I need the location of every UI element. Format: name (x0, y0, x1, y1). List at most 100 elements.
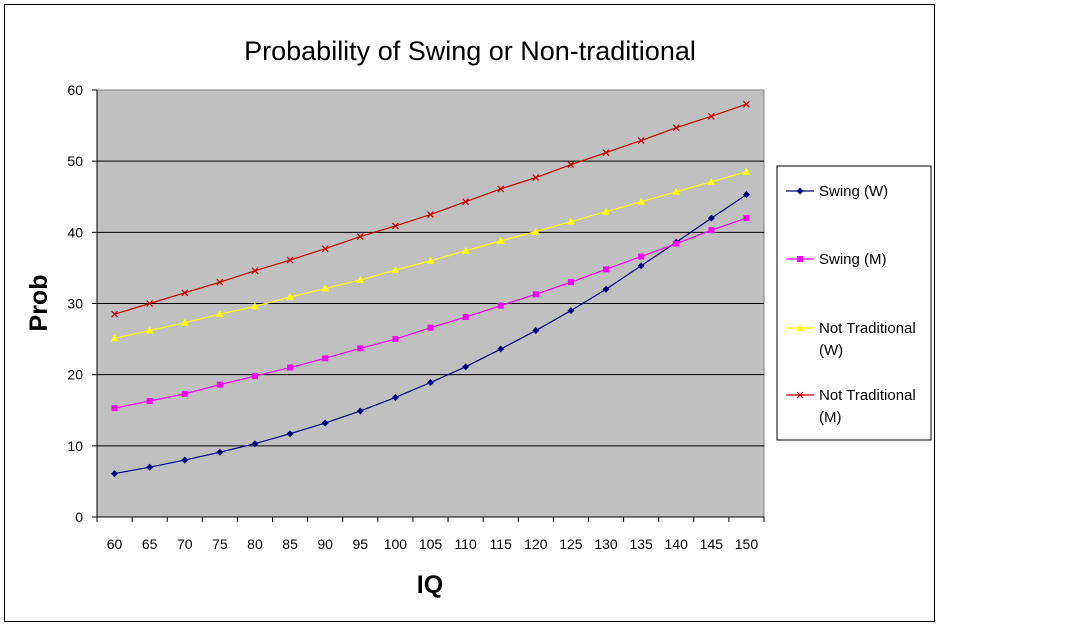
data-point (707, 177, 716, 185)
data-point (426, 256, 435, 264)
data-point (532, 174, 540, 181)
data-point (743, 100, 750, 108)
series-lines (110, 100, 751, 478)
legend-label: Swing (M) (819, 251, 887, 268)
data-point (602, 285, 610, 293)
x-tick-label: 115 (490, 536, 513, 552)
x-tick-label: 135 (629, 536, 653, 552)
legend-label: Swing (W) (819, 183, 888, 200)
data-point (497, 345, 505, 353)
data-point (180, 318, 189, 326)
x-tick-label: 70 (177, 536, 193, 552)
data-point (567, 161, 575, 169)
data-point (672, 124, 680, 132)
y-tick-labels: 0 10 20 30 40 50 60 (67, 82, 83, 525)
data-point (111, 405, 118, 412)
data-point (637, 197, 646, 205)
data-point (532, 291, 539, 298)
data-point (638, 253, 645, 260)
x-tick-label: 80 (247, 536, 263, 552)
data-point (566, 217, 575, 225)
data-point (707, 112, 715, 120)
data-point (251, 267, 259, 275)
data-point (111, 310, 118, 318)
data-point (567, 279, 574, 286)
data-point (427, 324, 434, 331)
data-point (321, 245, 329, 253)
data-point (251, 373, 258, 380)
data-point (215, 310, 224, 318)
data-point (637, 137, 645, 144)
data-point (743, 215, 750, 222)
data-point (216, 381, 223, 388)
x-tick-label: 60 (107, 536, 123, 552)
data-point (602, 207, 611, 215)
data-point (427, 211, 434, 218)
data-point (322, 355, 329, 362)
data-point (286, 256, 294, 264)
x-tick-label: 95 (353, 536, 369, 552)
legend-swatch-marker (796, 187, 804, 195)
series-1 (111, 215, 750, 412)
data-point (356, 407, 364, 415)
x-tick-label: 125 (559, 536, 583, 552)
data-point (742, 191, 750, 199)
data-point (461, 246, 470, 254)
data-point (391, 393, 399, 401)
data-point (181, 456, 189, 464)
x-tick-labels: 60 65 70 75 80 85 90 95 100 105 110 115 120 125 130 135… (107, 536, 759, 552)
data-point (286, 293, 295, 301)
legend-label: (W) (819, 342, 843, 359)
series-2 (110, 167, 751, 342)
data-point (287, 364, 294, 371)
data-point (391, 266, 400, 274)
series-0 (111, 191, 750, 478)
legend-swatch-marker (796, 391, 804, 399)
data-point (181, 390, 188, 397)
data-point (531, 227, 540, 235)
data-point (216, 278, 224, 286)
x-axis-title: IQ (417, 571, 443, 599)
data-point (321, 419, 329, 427)
legend-swatch-marker (797, 256, 803, 262)
data-point (672, 187, 681, 195)
data-point (356, 233, 364, 241)
data-point (742, 167, 751, 175)
y-tick-label: 0 (75, 509, 83, 525)
y-tick-label: 30 (67, 296, 83, 312)
x-tick-label: 120 (524, 536, 548, 552)
x-tick-label: 90 (317, 536, 333, 552)
data-point (216, 448, 224, 456)
x-tick-label: 140 (665, 536, 689, 552)
y-tick-label: 10 (67, 438, 83, 454)
data-point (532, 327, 540, 335)
legend-box (776, 165, 932, 441)
data-point (110, 334, 119, 342)
data-point (462, 198, 470, 206)
x-tick-label: 65 (142, 536, 158, 552)
data-point (567, 307, 575, 315)
data-point (462, 314, 469, 321)
data-point (356, 276, 365, 284)
legend-swatch-marker (796, 324, 804, 331)
series-3 (111, 100, 750, 318)
x-tick-label: 85 (282, 536, 298, 552)
data-point (708, 227, 715, 234)
x-tick-label: 100 (384, 536, 408, 552)
legend-label: Not Traditional (819, 387, 916, 404)
legend-label: (M) (819, 409, 842, 426)
data-point (497, 302, 504, 309)
data-point (637, 262, 645, 270)
x-tick-label: 75 (212, 536, 228, 552)
chart-title: Probability of Swing or Non-traditional (244, 36, 696, 66)
legend: Swing (W) Swing (M) Not Traditional (W) Not … (776, 165, 932, 441)
grid-lines (97, 160, 764, 447)
data-point (427, 378, 434, 386)
data-point (602, 149, 610, 157)
data-point (462, 363, 470, 371)
y-tick-label: 20 (67, 367, 83, 383)
data-point (111, 470, 119, 478)
data-point (392, 336, 399, 343)
data-point (181, 289, 189, 297)
data-point (251, 440, 259, 448)
